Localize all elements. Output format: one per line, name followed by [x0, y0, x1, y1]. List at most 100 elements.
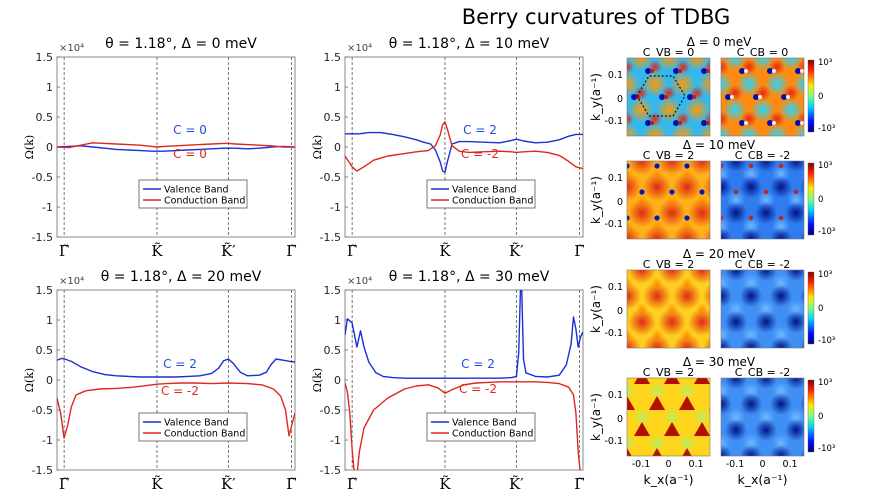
- heatmap-image: [627, 270, 710, 348]
- line-chart-3: θ = 1.18°, Δ = 20 meV ×10⁴ Ω(k) 1.5 1 0.5 0 -0.…: [23, 269, 297, 493]
- legend-entry: Valence Band: [164, 185, 229, 196]
- heatmap-x-tick: -0.1: [632, 459, 651, 470]
- x-tick-label: Γ̃: [574, 475, 584, 493]
- chern-label-conduction: C = -2: [161, 384, 199, 398]
- x-tick-label: Γ̃: [286, 242, 296, 260]
- heatmap-panel-label-vb: C_VB = 0: [643, 46, 694, 59]
- heatmap-x-label: k_x(a⁻¹): [644, 472, 694, 487]
- y-tick-label: -1: [42, 201, 53, 214]
- exponent-label: ×10⁴: [347, 43, 372, 54]
- valence-band-line: [57, 357, 295, 378]
- y-tick-label: 1.5: [324, 51, 342, 64]
- x-tick-label: Γ̃: [347, 242, 357, 260]
- heatmap-row-title: Δ = 10 meV: [683, 138, 756, 152]
- y-tick-label: 1: [46, 81, 53, 94]
- x-tick-label: K̃: [151, 475, 163, 493]
- heatmap-image: [721, 58, 804, 136]
- colorbar-tick: -10³: [818, 336, 835, 346]
- chern-label-conduction: C = -2: [461, 147, 499, 161]
- heatmap-panel-label-cb: C_CB = -2: [735, 149, 791, 162]
- y-tick-label: -1: [330, 201, 341, 214]
- heatmap-image: [627, 58, 710, 136]
- heatmap-panel-label-vb: C_VB = 2: [643, 149, 694, 162]
- line-chart-2: θ = 1.18°, Δ = 10 meV ×10⁴ Ω(k) 1.5 1 0.5 0 -0.…: [311, 36, 585, 260]
- chart-title: θ = 1.18°, Δ = 0 meV: [105, 36, 257, 52]
- colorbar: [807, 379, 815, 453]
- colorbar-tick: 0: [818, 412, 823, 422]
- legend-entry: Conduction Band: [452, 429, 533, 440]
- y-tick-label: -0.5: [320, 171, 341, 184]
- legend-entry: Conduction Band: [164, 196, 245, 207]
- heatmap-panel-label-vb: C_VB = 2: [643, 366, 694, 379]
- exponent-label: ×10⁴: [59, 276, 84, 287]
- x-tick-label: K̃: [151, 242, 163, 260]
- colorbar-tick: 0: [818, 304, 823, 314]
- heatmap-panel-label-vb: C_VB = 2: [643, 258, 694, 271]
- heatmap-y-tick: 0.1: [608, 173, 623, 184]
- heatmap-y-label: k_y(a⁻¹): [589, 285, 603, 333]
- conduction-band-line: [345, 121, 583, 172]
- heatmap-y-tick: 0: [617, 306, 623, 317]
- heatmap-row-title: Δ = 0 meV: [687, 35, 752, 49]
- valence-band-line: [345, 131, 583, 173]
- heatmap-y-label: k_y(a⁻¹): [589, 393, 603, 441]
- colorbar-tick: 0: [818, 195, 823, 205]
- heatmap-y-tick: 0: [617, 414, 623, 425]
- heatmap-panel-label-cb: C_CB = -2: [735, 258, 791, 271]
- plot-area: [344, 289, 584, 471]
- valence-band-line: [345, 290, 583, 379]
- x-tick-label: K̃′: [509, 242, 524, 260]
- x-tick-label: K̃: [439, 242, 451, 260]
- y-tick-label: -0.5: [32, 171, 53, 184]
- colorbar: [807, 271, 815, 345]
- chern-label-valence: C = 2: [463, 123, 497, 137]
- y-tick-label: -1.5: [32, 464, 53, 477]
- heatmap-x-label: k_x(a⁻¹): [738, 472, 788, 487]
- heatmap-y-tick: 0.1: [608, 282, 623, 293]
- colorbar-tick: 10³: [818, 378, 832, 388]
- heatmap-panel-label-cb: C_CB = -2: [735, 366, 791, 379]
- colorbar-tick: 0: [818, 92, 823, 102]
- y-tick-label: -1.5: [320, 231, 341, 244]
- heatmap-y-tick: 0.1: [608, 390, 623, 401]
- colorbar-tick: -10³: [818, 444, 835, 454]
- y-tick-label: -0.5: [320, 404, 341, 417]
- line-charts: θ = 1.18°, Δ = 0 meV ×10⁴ Ω(k) 1.5 1 0.5 0 -0.5…: [23, 36, 585, 493]
- line-chart-1: θ = 1.18°, Δ = 0 meV ×10⁴ Ω(k) 1.5 1 0.5 0 -0.5…: [23, 36, 297, 260]
- heatmap-image: [721, 161, 804, 239]
- y-axis-label: Ω(k): [311, 368, 324, 392]
- y-tick-label: 1: [334, 81, 341, 94]
- heatmap-x-tick: 0.1: [782, 459, 797, 470]
- y-tick-label: -0.5: [32, 404, 53, 417]
- y-tick-label: -1.5: [320, 464, 341, 477]
- exponent-label: ×10⁴: [59, 43, 84, 54]
- x-tick-label: K̃: [439, 475, 451, 493]
- legend-entry: Valence Band: [452, 418, 517, 429]
- chern-label-valence: C = 2: [163, 357, 197, 371]
- y-tick-label: 1.5: [324, 284, 342, 297]
- chart-title: θ = 1.18°, Δ = 20 meV: [101, 269, 262, 285]
- heatmap-panel-label-cb: C_CB = 0: [737, 46, 789, 59]
- x-tick-label: K̃′: [221, 242, 236, 260]
- y-axis-label: Ω(k): [23, 368, 36, 392]
- y-tick-label: -1: [330, 434, 341, 447]
- x-tick-label: Γ̃: [59, 242, 69, 260]
- x-tick-label: K̃′: [221, 475, 236, 493]
- valence-band-line: [57, 145, 295, 152]
- y-tick-label: 1: [46, 314, 53, 327]
- chern-label-valence: C = 2: [461, 357, 495, 371]
- x-tick-label: K̃′: [509, 475, 524, 493]
- heatmap-y-label: k_y(a⁻¹): [589, 73, 603, 121]
- heatmap-y-label: k_y(a⁻¹): [589, 176, 603, 224]
- y-tick-label: 1.5: [36, 284, 54, 297]
- x-tick-label: Γ̃: [574, 242, 584, 260]
- y-tick-label: 0.5: [36, 111, 54, 124]
- legend-entry: Valence Band: [452, 185, 517, 196]
- colorbar-tick: 10³: [818, 270, 832, 280]
- heatmap-y-tick: -0.1: [604, 116, 623, 127]
- heatmap-row-title: Δ = 20 meV: [683, 247, 756, 261]
